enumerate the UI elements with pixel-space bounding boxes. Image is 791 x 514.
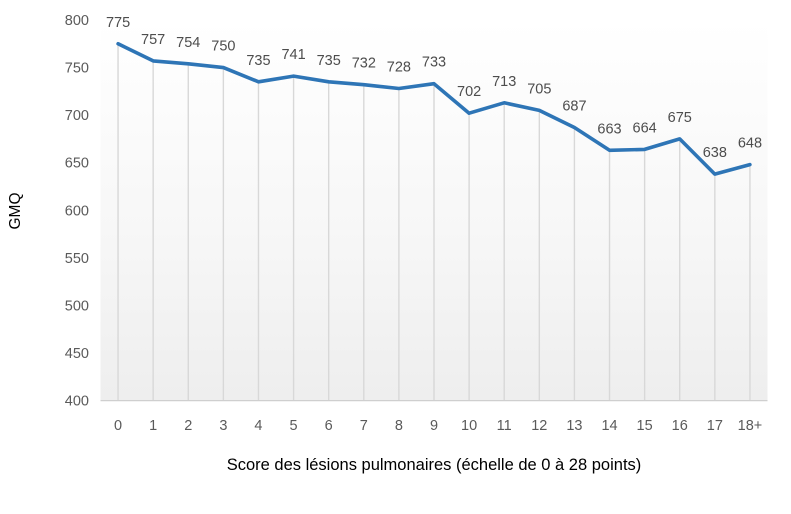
x-tick-label: 0 [114,418,122,434]
x-tick-label: 8 [395,418,403,434]
data-label: 728 [387,59,411,75]
data-label: 733 [422,55,446,71]
data-label: 687 [562,98,586,114]
x-tick-label: 2 [184,418,192,434]
data-label: 741 [281,47,305,63]
y-tick-label: 400 [65,394,89,410]
x-tick-label: 18+ [738,418,763,434]
x-tick-label: 17 [707,418,723,434]
data-label: 648 [738,136,762,152]
y-tick-label: 700 [65,108,89,124]
data-label: 735 [317,53,341,69]
data-label: 705 [527,81,551,97]
y-tick-label: 600 [65,203,89,219]
y-tick-label: 800 [65,13,89,29]
x-tick-label: 4 [254,418,262,434]
data-label: 638 [703,145,727,161]
data-label: 754 [176,35,200,51]
data-label: 675 [668,110,692,126]
x-tick-label: 6 [325,418,333,434]
data-labels: 775 757 754 750 735 741 735 732 728 733 702 713 705 6… [106,15,762,161]
x-tick-label: 12 [531,418,547,434]
y-axis-title: GMQ [7,192,24,229]
data-label: 713 [492,74,516,90]
y-tick-label: 550 [65,251,89,267]
y-tick-label: 450 [65,346,89,362]
x-tick-label: 11 [497,418,512,434]
x-tick-label: 1 [149,418,157,434]
x-tick-label: 10 [461,418,477,434]
x-axis-title: Score des lésions pulmonaires (échelle d… [227,456,642,474]
x-tick-label: 5 [290,418,298,434]
y-tick-label: 500 [65,298,89,314]
data-label: 750 [211,39,235,55]
x-tick-label: 16 [672,418,688,434]
x-tick-label: 15 [637,418,653,434]
data-label: 732 [352,56,376,72]
x-tick-label: 9 [430,418,438,434]
data-label: 702 [457,84,481,100]
y-axis-tick-labels: 400 450 500 550 600 650 700 750 800 [65,13,89,410]
x-tick-label: 7 [360,418,368,434]
data-label: 735 [246,53,270,69]
data-label: 775 [106,15,130,31]
x-axis-tick-labels: 0 1 2 3 4 5 6 7 8 9 10 11 12 13 14 15 16 17 18+ [114,418,762,434]
y-tick-label: 650 [65,156,89,172]
x-tick-label: 3 [219,418,227,434]
data-label: 757 [141,32,165,48]
drop-lines [117,44,751,401]
x-tick-label: 13 [566,418,582,434]
data-label: 664 [633,120,657,136]
x-tick-label: 14 [601,418,617,434]
data-label: 663 [597,121,621,137]
y-tick-label: 750 [65,61,89,77]
series-line-gmq [116,42,752,176]
